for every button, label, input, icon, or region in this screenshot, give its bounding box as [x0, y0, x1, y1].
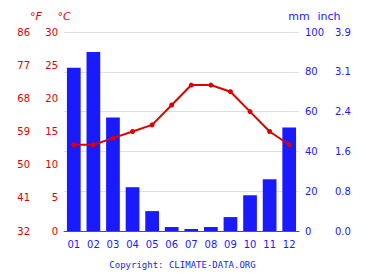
svg-text:20: 20	[45, 93, 58, 104]
svg-text:20: 20	[305, 186, 318, 197]
svg-text:32: 32	[17, 226, 30, 237]
svg-text:80: 80	[305, 66, 318, 77]
svg-text:0.8: 0.8	[335, 186, 351, 197]
svg-text:02: 02	[87, 239, 100, 250]
svg-text:2.4: 2.4	[335, 106, 351, 117]
svg-text:5: 5	[52, 192, 58, 203]
svg-text:60: 60	[305, 106, 318, 117]
svg-text:25: 25	[45, 60, 58, 71]
svg-text:0.0: 0.0	[335, 226, 351, 237]
svg-text:59: 59	[17, 126, 30, 137]
svg-text:05: 05	[146, 239, 159, 250]
svg-text:1.6: 1.6	[335, 146, 351, 157]
svg-text:0: 0	[305, 226, 311, 237]
svg-text:06: 06	[165, 239, 178, 250]
svg-text:03: 03	[107, 239, 120, 250]
svg-text:°F: °F	[30, 10, 43, 23]
svg-text:30: 30	[45, 27, 58, 38]
svg-text:100: 100	[305, 27, 324, 38]
svg-text:86: 86	[17, 27, 30, 38]
svg-text:10: 10	[244, 239, 257, 250]
svg-text:50: 50	[17, 159, 30, 170]
svg-text:08: 08	[205, 239, 218, 250]
svg-text:11: 11	[263, 239, 276, 250]
svg-text:04: 04	[126, 239, 139, 250]
svg-text:0: 0	[52, 226, 58, 237]
svg-text:77: 77	[17, 60, 30, 71]
svg-text:07: 07	[185, 239, 198, 250]
svg-text:°C: °C	[57, 10, 71, 23]
svg-text:41: 41	[17, 192, 30, 203]
svg-text:3.1: 3.1	[335, 66, 351, 77]
svg-text:15: 15	[45, 126, 58, 137]
svg-text:01: 01	[67, 239, 80, 250]
svg-text:mm: mm	[288, 10, 309, 23]
svg-text:inch: inch	[317, 10, 340, 23]
svg-text:10: 10	[45, 159, 58, 170]
svg-text:Copyright: CLIMATE-DATA.ORG: Copyright: CLIMATE-DATA.ORG	[109, 260, 255, 270]
svg-text:68: 68	[17, 93, 30, 104]
svg-text:09: 09	[224, 239, 237, 250]
svg-text:40: 40	[305, 146, 318, 157]
svg-text:3.9: 3.9	[335, 27, 351, 38]
svg-text:12: 12	[283, 239, 296, 250]
